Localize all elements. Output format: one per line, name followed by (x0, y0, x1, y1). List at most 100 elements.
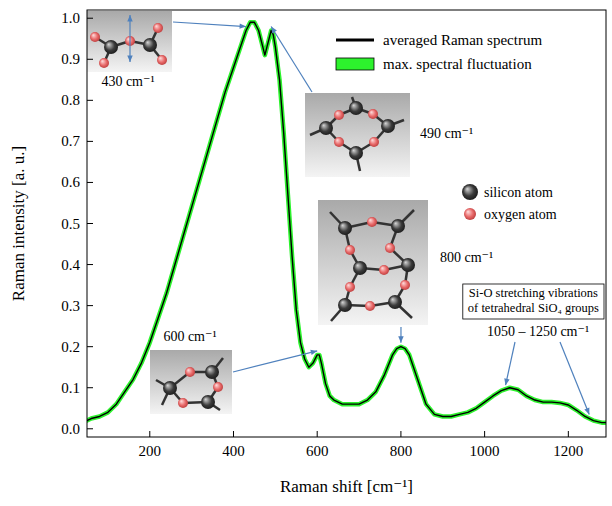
oxygen-atom (345, 245, 355, 255)
annotation-text: of tetrahedral SiO₄ groups (468, 301, 599, 315)
x-axis-title: Raman shift [cm⁻¹] (280, 477, 413, 496)
x-tick (484, 431, 485, 437)
oxygen-atom (90, 32, 100, 42)
legend-swatch (336, 58, 374, 70)
y-tick (87, 428, 93, 429)
oxygen-atom (185, 367, 195, 377)
molecule-image (318, 200, 428, 325)
y-tick (87, 305, 93, 306)
silicon-atom (349, 101, 363, 115)
arrow-head (310, 350, 317, 355)
annotation-box: Si-O stretching vibrationsof tetrahedral… (463, 284, 604, 319)
oxygen-atom (157, 55, 167, 65)
molecule-box (87, 11, 172, 72)
oxygen-atom (369, 137, 379, 147)
spectrum-line (87, 22, 606, 422)
y-tick-label: 0.2 (61, 339, 80, 355)
silicon-atom (104, 40, 118, 54)
arrow-head (504, 378, 509, 385)
arrow-line (271, 27, 312, 92)
oxygen-atom (153, 23, 163, 33)
legend-swatch (336, 39, 374, 42)
y-tick (87, 264, 93, 265)
y-tick-label: 1.0 (61, 10, 80, 26)
oxygen-atom (365, 301, 375, 311)
annotation-frame (463, 284, 604, 319)
y-tick (87, 223, 93, 224)
arrow-head (398, 336, 403, 342)
oxygen-atom (178, 398, 188, 408)
x-tick-label: 400 (222, 443, 245, 459)
oxygen-atom (99, 58, 109, 68)
silicon-atom (201, 395, 215, 409)
y-tick (87, 182, 93, 183)
atom-legend-label: silicon atom (484, 185, 553, 200)
annotation-text: Si-O stretching vibrations (469, 286, 598, 300)
y-tick-label: 0.7 (61, 133, 80, 149)
arrow (233, 350, 317, 372)
x-tick (568, 431, 569, 437)
x-tick-label: 800 (390, 443, 413, 459)
arrow-head (127, 15, 132, 21)
plot-area (87, 22, 606, 422)
x-tick (400, 431, 401, 437)
arrow-line (173, 22, 246, 27)
arrow-line (560, 342, 589, 415)
silicon-atom (163, 381, 177, 395)
y-tick-label: 0.1 (61, 380, 80, 396)
arrow-head (271, 27, 277, 34)
legend-label: averaged Raman spectrum (383, 32, 542, 48)
legend: averaged Raman spectrum max. spectral flu… (336, 32, 542, 72)
silicon-atom (388, 295, 402, 309)
arrow (127, 15, 132, 62)
arrow-line (506, 342, 515, 385)
arrow (504, 342, 515, 385)
arrow (398, 327, 403, 343)
y-tick-label: 0.6 (61, 174, 80, 190)
x-tick-label: 600 (306, 443, 329, 459)
molecule-box (318, 200, 428, 325)
x-tick (317, 431, 318, 437)
silicon-atom (205, 365, 219, 379)
molecule-image (150, 350, 232, 414)
fluctuation-band (87, 22, 606, 422)
atom-legend-symbol (464, 208, 476, 220)
y-tick-label: 0.5 (61, 216, 80, 232)
silicon-atom (381, 119, 395, 133)
x-tick (233, 431, 234, 437)
oxygen-atom (368, 109, 378, 119)
arrow-line (129, 15, 130, 62)
y-tick (87, 59, 93, 60)
y-tick-label: 0.8 (61, 92, 80, 108)
oxygen-atom (379, 265, 389, 275)
annotation-text: 1050 – 1250 cm⁻¹ (487, 324, 589, 339)
arrow-head (239, 23, 246, 28)
silicon-atom (143, 38, 157, 52)
arrow-head (584, 408, 589, 415)
molecule-image (87, 11, 172, 72)
x-tick-label: 200 (139, 443, 162, 459)
molecule-box (150, 350, 232, 414)
x-tick (149, 431, 150, 437)
oxygen-atom (367, 217, 377, 227)
molecule-image (305, 93, 410, 177)
legend-label: max. spectral fluctuation (383, 56, 532, 72)
plot-frame (87, 10, 606, 437)
oxygen-atom (334, 110, 344, 120)
silicon-atom (353, 261, 367, 275)
annotation-text: 800 cm⁻¹ (440, 250, 493, 265)
y-tick-label: 0.9 (61, 51, 80, 67)
y-tick-label: 0.0 (61, 421, 80, 437)
annotation-text: 600 cm⁻¹ (163, 329, 216, 344)
chart: 200400600800100012000.00.10.20.30.40.50.… (0, 0, 612, 506)
y-axis-title: Raman intensity [a. u.] (9, 146, 28, 301)
arrow (271, 27, 312, 92)
y-tick-label: 0.3 (61, 298, 80, 314)
oxygen-atom (213, 382, 223, 392)
oxygen-atom (345, 282, 355, 292)
silicon-atom (401, 258, 415, 272)
atom-legend-symbol (462, 184, 478, 200)
background (0, 0, 612, 506)
y-tick-label: 0.4 (61, 257, 80, 273)
y-tick (87, 387, 93, 388)
